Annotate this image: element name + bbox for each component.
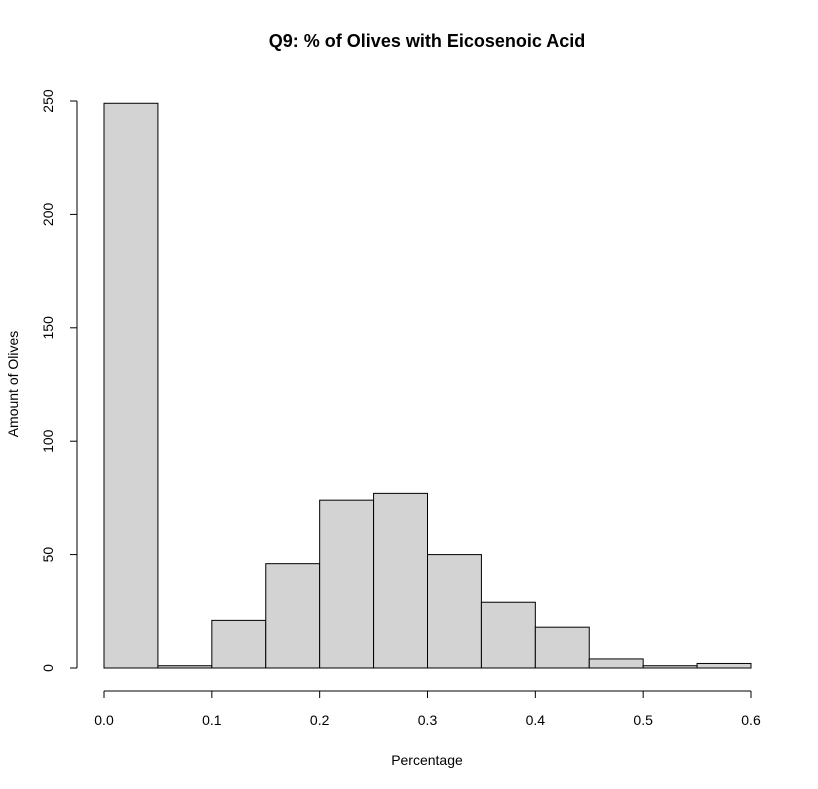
x-tick-label: 0.1 (202, 712, 222, 728)
x-tick-label: 0.0 (94, 712, 114, 728)
y-axis-label: Amount of Olives (5, 331, 21, 438)
histogram-bar (157, 665, 213, 669)
histogram-bar (696, 662, 752, 669)
y-tick-label: 200 (40, 203, 56, 227)
histogram-bar (480, 601, 536, 669)
x-tick-label: 0.3 (418, 712, 438, 728)
histogram-bar (588, 658, 644, 669)
x-tick-label: 0.4 (526, 712, 546, 728)
y-tick-label: 0 (40, 664, 56, 672)
histogram-bar (534, 626, 590, 669)
y-tick-label: 100 (40, 429, 56, 453)
histogram-bar (427, 554, 482, 669)
y-tick-label: 150 (40, 316, 56, 340)
x-tick-label: 0.2 (310, 712, 330, 728)
y-axis: 0 50 100 150 200 250 (40, 89, 78, 672)
bars-group (103, 102, 752, 669)
histogram-bar (265, 563, 321, 669)
x-tick-label: 0.5 (633, 712, 653, 728)
y-tick-label: 250 (40, 89, 56, 113)
chart-title: Q9: % of Olives with Eicosenoic Acid (269, 31, 585, 51)
x-tick-label: 0.6 (741, 712, 761, 728)
x-axis-label: Percentage (391, 752, 463, 768)
histogram-bar (103, 102, 159, 669)
histogram-bar (642, 665, 698, 669)
histogram-bar (373, 492, 429, 669)
histogram-bar (211, 619, 267, 669)
y-tick-label: 50 (40, 547, 56, 563)
histogram-bar (319, 499, 375, 669)
x-axis: 0.0 0.1 0.2 0.3 0.4 0.5 0.6 (94, 690, 761, 728)
